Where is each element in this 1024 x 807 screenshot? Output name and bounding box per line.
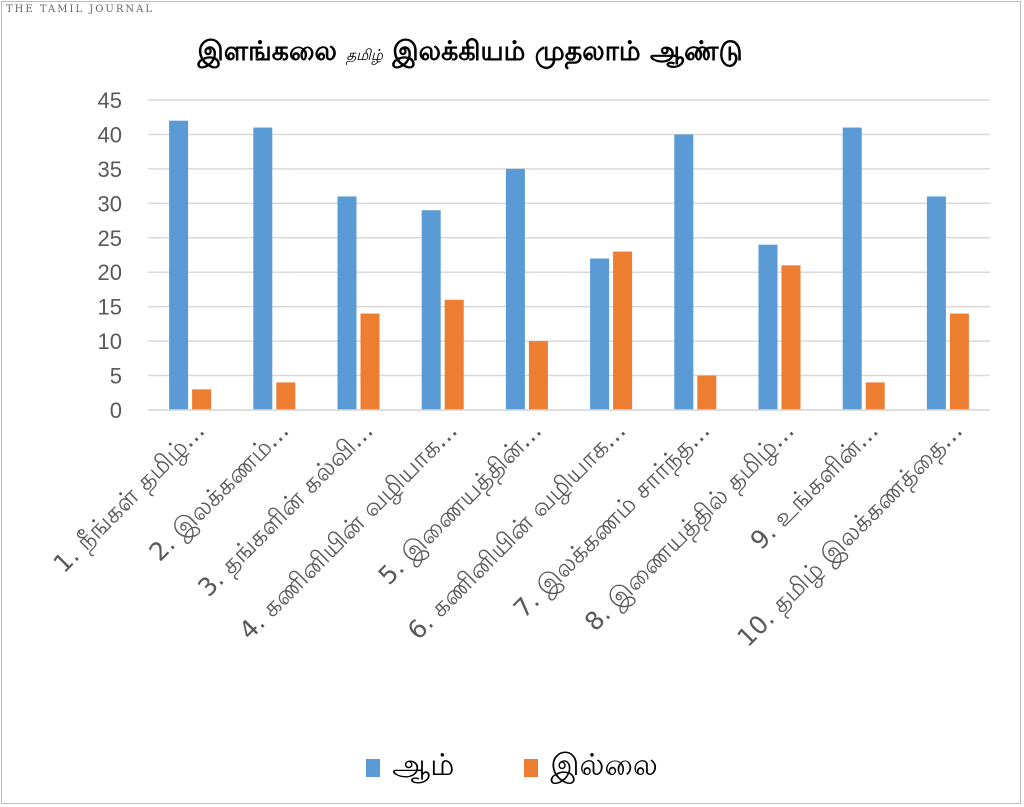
title-part-1: இளங்கலை [197,36,337,67]
legend-swatch-yes [366,758,381,777]
y-tick-label: 15 [98,295,122,320]
y-tick-label: 5 [110,364,122,389]
y-tick-label: 35 [98,157,122,182]
bar-no [528,341,548,410]
bar-yes [674,134,694,410]
bar-no [613,251,633,410]
bar-no [276,382,296,410]
chart-legend: ஆம் இல்லை [0,748,1024,787]
y-tick-label: 40 [98,122,122,147]
bar-yes [758,244,778,410]
legend-label-no: இல்லை [550,748,658,783]
bar-no [781,265,801,410]
chart-title: இளங்கலை தமிழ் இலக்கியம் முதலாம் ஆண்டு [0,36,940,71]
y-tick-label: 45 [98,88,122,113]
bar-no [444,299,464,410]
bar-no [865,382,885,410]
bar-yes [842,127,862,411]
x-tick-label: 1. நீங்கள் தமிழ்... [48,416,212,580]
bar-no [949,313,969,410]
bar-no [697,375,717,410]
bar-yes [337,196,357,410]
y-tick-label: 25 [98,226,122,251]
y-tick-label: 10 [98,329,122,354]
legend-item-no: இல்லை [524,748,658,787]
bar-yes [926,196,946,410]
bar-no [192,389,212,410]
title-part-3: இலக்கியம் முதலாம் ஆண்டு [392,36,743,67]
title-part-2: தமிழ் [346,46,383,64]
bar-yes [421,210,441,410]
bar-yes [169,120,189,411]
logo-watermark: THE TAMIL JOURNAL [6,4,154,15]
bar-yes [253,127,273,411]
y-tick-label: 0 [110,398,122,423]
bar-yes [505,168,525,410]
legend-item-yes: ஆம் [366,748,454,787]
bar-no [360,313,380,410]
legend-label-yes: ஆம் [392,748,455,783]
legend-swatch-no [524,758,539,777]
bar-yes [590,258,610,410]
y-tick-label: 20 [98,260,122,285]
y-tick-label: 30 [98,191,122,216]
